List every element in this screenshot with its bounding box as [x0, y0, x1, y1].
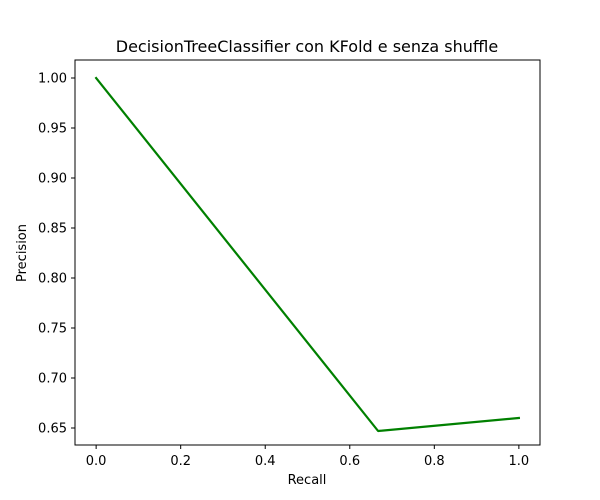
x-tick-label: 0.6	[339, 454, 360, 469]
y-tick-label: 1.00	[38, 72, 67, 87]
y-tick-label: 0.70	[38, 372, 67, 387]
y-tick-label: 0.80	[38, 272, 67, 287]
chart-title: DecisionTreeClassifier con KFold e senza…	[116, 37, 498, 56]
y-tick-label: 0.75	[38, 322, 67, 337]
y-tick-label: 0.85	[38, 222, 67, 237]
plot-area	[94, 76, 521, 433]
y-tick-label: 0.90	[38, 172, 67, 187]
y-tick-label: 0.95	[38, 122, 67, 137]
y-axis: 0.65 0.70 0.75 0.80 0.85 0.90 0.95 1.00	[38, 72, 75, 437]
x-tick-label: 1.0	[509, 454, 530, 469]
x-axis: 0.0 0.2 0.4 0.6 0.8 1.0	[86, 445, 529, 469]
x-tick-label: 0.0	[86, 454, 107, 469]
x-axis-label: Recall	[288, 473, 327, 488]
precision-recall-line	[94, 76, 521, 433]
y-axis-label: Precision	[15, 224, 30, 282]
plot-frame	[74, 59, 541, 446]
y-tick-label: 0.65	[38, 422, 67, 437]
x-tick-label: 0.8	[424, 454, 445, 469]
x-tick-label: 0.2	[170, 454, 191, 469]
x-tick-label: 0.4	[255, 454, 276, 469]
